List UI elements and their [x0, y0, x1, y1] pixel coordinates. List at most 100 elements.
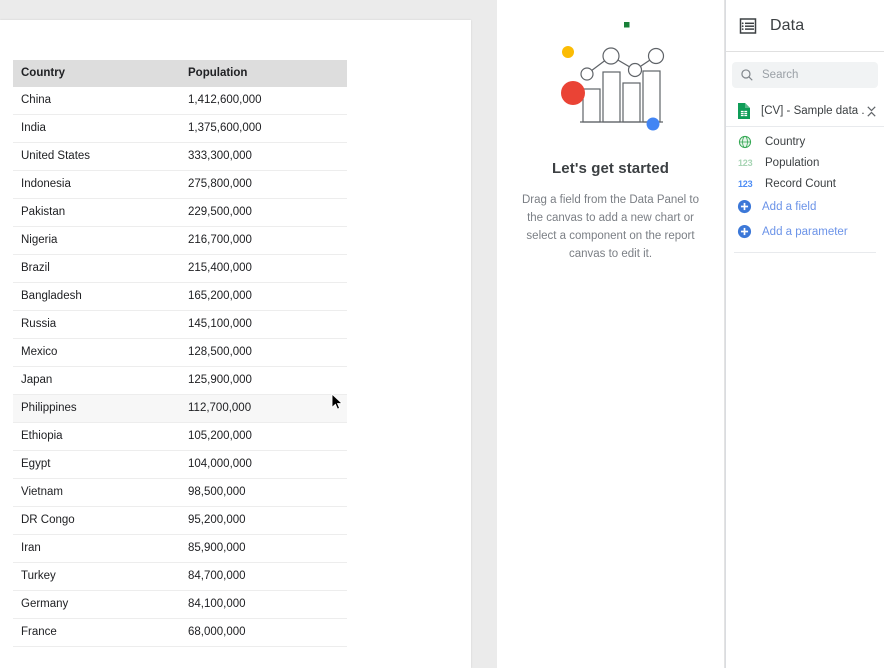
empty-state-title: Let's get started [552, 160, 669, 177]
table-row[interactable]: China 1,412,600,000 [13, 87, 347, 115]
data-panel-title: Data [770, 16, 805, 34]
table-row[interactable]: Brazil 215,400,000 [13, 254, 347, 283]
cell-country: India [13, 114, 180, 143]
table-row[interactable]: Indonesia 275,800,000 [13, 170, 347, 199]
cell-country: Brazil [13, 254, 180, 283]
field-list: Country 123 Population 123 Record Count [726, 127, 884, 194]
action-label: Add a parameter [762, 225, 848, 238]
column-header-population[interactable]: Population [180, 60, 347, 87]
cell-population: 1,375,600,000 [180, 114, 347, 143]
plus-circle-icon [737, 224, 752, 239]
search-input[interactable] [762, 69, 862, 81]
table-row[interactable]: Pakistan 229,500,000 [13, 198, 347, 227]
cell-country: Japan [13, 366, 180, 395]
cell-country: Vietnam [13, 478, 180, 507]
table-row[interactable]: Germany 84,100,000 [13, 590, 347, 619]
add-field-button[interactable]: Add a field [726, 194, 884, 219]
data-panel-header: Data [726, 0, 884, 52]
cell-country: Indonesia [13, 170, 180, 199]
table-row[interactable]: Iran 85,900,000 [13, 534, 347, 563]
cell-population: 145,100,000 [180, 310, 347, 339]
table-row[interactable]: United States 333,300,000 [13, 142, 347, 171]
cell-population: 68,000,000 [180, 618, 347, 647]
empty-state-panel: Let's get started Drag a field from the … [497, 0, 725, 668]
table-row[interactable]: Vietnam 98,500,000 [13, 478, 347, 507]
data-source-label: [CV] - Sample data ... [761, 105, 865, 117]
plus-circle-icon [737, 199, 752, 214]
cell-population: 128,500,000 [180, 338, 347, 367]
number-123-icon: 123 [738, 178, 753, 189]
cell-country: Nigeria [13, 226, 180, 255]
data-table-icon [739, 17, 757, 34]
cell-country: Bangladesh [13, 282, 180, 311]
table-row[interactable]: Mexico 128,500,000 [13, 338, 347, 367]
cell-country: Ethiopia [13, 422, 180, 451]
geo-globe-icon [738, 135, 755, 149]
action-label: Add a field [762, 200, 817, 213]
table-row[interactable]: Bangladesh 165,200,000 [13, 282, 347, 311]
cell-population: 333,300,000 [180, 142, 347, 171]
table-row[interactable]: Nigeria 216,700,000 [13, 226, 347, 255]
cell-country: Egypt [13, 450, 180, 479]
table-body: China 1,412,600,000 India 1,375,600,000 Unit… [13, 87, 347, 647]
table-header-row: Country Population [13, 60, 347, 87]
cell-country: United States [13, 142, 180, 171]
table-row[interactable]: Turkey 84,700,000 [13, 562, 347, 591]
field-item[interactable]: Country [726, 131, 884, 152]
table-row[interactable]: Philippines 112,700,000 [13, 394, 347, 423]
cell-country: Mexico [13, 338, 180, 367]
table-row[interactable]: Ethiopia 105,200,000 [13, 422, 347, 451]
data-panel: Data [CV] - Sample data ... [725, 0, 884, 668]
cell-population: 84,100,000 [180, 590, 347, 619]
empty-state-description: Drag a field from the Data Panel to the … [521, 194, 700, 260]
cell-country: China [13, 87, 180, 115]
cell-country: Philippines [13, 394, 180, 423]
data-panel-actions: Add a field Add a parameter [726, 194, 884, 244]
table-header: Country Population [13, 60, 347, 87]
data-source-row[interactable]: [CV] - Sample data ... [726, 96, 884, 127]
column-header-country[interactable]: Country [13, 60, 180, 87]
cell-country: Russia [13, 310, 180, 339]
cell-country: Pakistan [13, 198, 180, 227]
table-row[interactable]: Russia 145,100,000 [13, 310, 347, 339]
collapse-chevrons-icon[interactable] [865, 105, 878, 118]
cell-population: 275,800,000 [180, 170, 347, 199]
cell-population: 215,400,000 [180, 254, 347, 283]
charts-illustration [561, 22, 665, 131]
cell-population: 84,700,000 [180, 562, 347, 591]
search-row [726, 52, 884, 88]
field-item[interactable]: 123 Record Count [726, 173, 884, 194]
google-sheets-icon [738, 103, 750, 119]
population-table[interactable]: Country Population China 1,412,600,000 Ind… [13, 60, 347, 647]
table-row[interactable]: DR Congo 95,200,000 [13, 506, 347, 535]
cell-population: 98,500,000 [180, 478, 347, 507]
cell-population: 216,700,000 [180, 226, 347, 255]
field-label: Population [765, 156, 820, 169]
number-123-icon: 123 [738, 157, 753, 168]
field-item[interactable]: 123 Population [726, 152, 884, 173]
field-label: Country [765, 135, 806, 148]
report-canvas-page[interactable]: Country Population China 1,412,600,000 Ind… [0, 20, 471, 668]
cell-population: 104,000,000 [180, 450, 347, 479]
search-box[interactable] [732, 62, 878, 88]
table-row[interactable]: France 68,000,000 [13, 618, 347, 647]
cell-population: 125,900,000 [180, 366, 347, 395]
cell-population: 165,200,000 [180, 282, 347, 311]
cell-population: 85,900,000 [180, 534, 347, 563]
cell-country: DR Congo [13, 506, 180, 535]
table-row[interactable]: Egypt 104,000,000 [13, 450, 347, 479]
table-row[interactable]: Japan 125,900,000 [13, 366, 347, 395]
table-row[interactable]: India 1,375,600,000 [13, 114, 347, 143]
cell-country: Germany [13, 590, 180, 619]
cell-population: 229,500,000 [180, 198, 347, 227]
cell-population: 95,200,000 [180, 506, 347, 535]
panel-divider [734, 252, 876, 253]
field-label: Record Count [765, 177, 836, 190]
cell-population: 1,412,600,000 [180, 87, 347, 115]
cell-country: Iran [13, 534, 180, 563]
cell-population: 112,700,000 [180, 394, 347, 423]
add-parameter-button[interactable]: Add a parameter [726, 219, 884, 244]
cell-population: 105,200,000 [180, 422, 347, 451]
cell-country: Turkey [13, 562, 180, 591]
